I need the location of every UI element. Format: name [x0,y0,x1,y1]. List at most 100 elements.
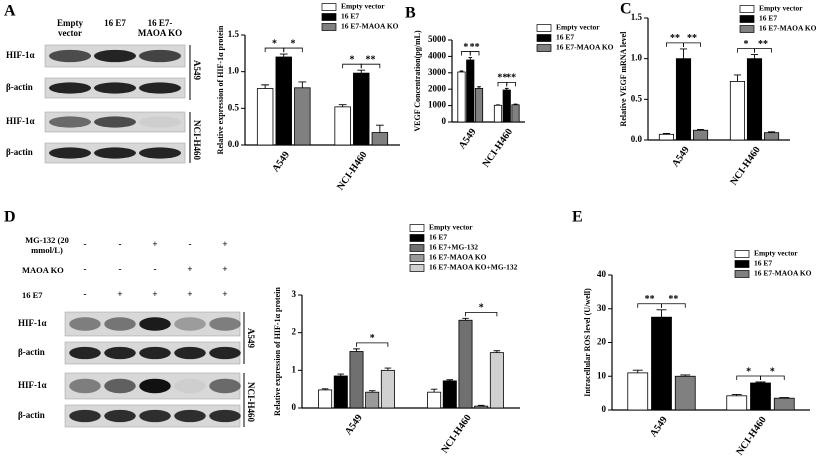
y-tick-label: 5000 [428,34,447,44]
cell-line-label: NCI-H460 [192,120,202,160]
lane-header: 16 E7-MAOA KO [137,18,183,38]
significance-bracket [360,63,381,69]
y-tick-label: 30 [597,303,607,313]
y-axis-label: Intracellular ROS level (U/well) [583,288,592,397]
bar [353,72,370,146]
error-bar [513,103,518,105]
bar [692,129,709,141]
legend-swatch [321,13,337,21]
significance-label: * [349,54,354,65]
error-bar [656,309,667,318]
lane-header: 16 E7 [104,18,126,28]
significance-label: * [770,366,775,377]
cell-line-label: NCI-H460 [246,382,256,422]
blot-band [104,378,136,394]
error-bar [430,388,438,393]
error-bar [462,317,469,321]
bar [256,88,274,146]
x-tick-label: NCI-H460 [481,127,516,170]
legend-label: 16 E7-MAOA KO [556,43,614,52]
legend-swatch [536,44,552,52]
y-tick-label: 0.0 [631,134,643,144]
condition-label: MG-132 (20 mmol/L) [25,235,69,255]
significance-bracket [356,342,389,347]
error-bar [468,57,473,61]
significance-label: ** [506,73,516,84]
error-bar [321,388,329,390]
bar [746,58,763,141]
error-bar [261,84,270,89]
bar [380,369,395,409]
y-tick-label: 1.0 [228,66,240,76]
error-bar [755,381,766,383]
y-tick-label: 0.0 [228,139,240,149]
blot-row-label: HIF-1α [18,380,47,390]
legend-swatch [739,15,755,23]
x-tick-label: NCI-H460 [335,150,370,193]
blot-row-label: HIF-1α [18,318,47,328]
bar [511,104,520,123]
blot-band [49,82,91,94]
significance-bracket [683,42,701,47]
significance-label: * [291,38,296,49]
legend-swatch [536,24,552,32]
blot-band [209,378,241,394]
legend-swatch [734,250,750,258]
significance-label: * [272,38,277,49]
blot-band [94,147,136,159]
condition-sign: - [84,239,87,249]
legend-label: 16 E7 [556,33,574,42]
error-bar [696,128,705,131]
blot-row-label: β-actin [18,410,45,420]
error-bar [733,74,742,82]
panel-label: C [620,1,632,18]
legend-label: 16 E7 [759,14,777,23]
legend-swatch [734,270,750,278]
error-bar [680,374,691,377]
error-bar [279,53,288,57]
bar [365,391,380,409]
blot-band [209,317,241,331]
condition-sign: + [187,264,192,274]
significance-label: * [479,303,484,314]
bar [674,375,696,411]
blot-band [139,82,181,94]
significance-label: ** [668,294,678,305]
legend-swatch [409,234,425,242]
legend-label: 16 E7-MAOA KO [754,269,812,278]
y-tick-label: 1.5 [228,29,240,39]
x-tick-label: A549 [270,150,292,175]
y-tick-label: 20 [597,337,607,347]
error-bar [493,350,501,353]
legend-swatch [739,25,755,33]
y-tick-label: 0.5 [631,93,643,103]
error-bar [357,69,366,74]
chart: 0 1000 2000 3000 4000 5000 VEGF Concentration(… [413,23,614,170]
condition-sign: - [189,239,192,249]
legend-swatch [409,254,425,262]
legend-label: Empty vector [754,249,798,258]
bar [294,87,311,146]
panel-label: A [4,3,16,20]
significance-label: ** [366,54,376,65]
blot-row-label: HIF-1α [6,116,35,126]
legend-label: 16 E7+MG-132 [429,243,478,252]
blot-band [94,49,136,63]
blot-band [104,317,136,331]
blot-band [139,378,171,394]
legend-label: Empty vector [556,23,600,32]
bar [427,391,442,409]
condition-sign: + [222,239,227,249]
condition-sign: - [119,264,122,274]
y-axis-label: Relative expression of HIF-1α protein [216,25,225,154]
blot-band [69,409,101,423]
blot-band [104,346,136,360]
error-bar [337,373,345,376]
significance-label: * [746,366,751,377]
blot-band [69,346,101,360]
bar [457,71,466,123]
y-tick-label: 10 [597,370,607,380]
panel-label: B [405,5,416,22]
error-bar [384,367,392,371]
